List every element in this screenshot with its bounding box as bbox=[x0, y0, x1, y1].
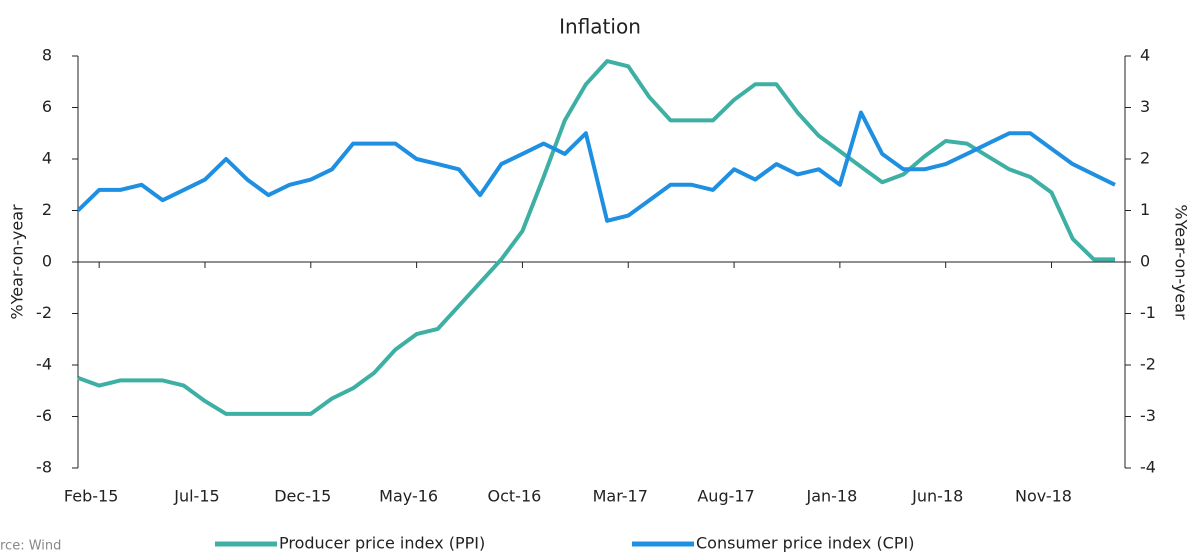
y-axis-label: %Year-on-year bbox=[8, 204, 27, 320]
x-tick-label: Oct-16 bbox=[488, 487, 542, 506]
legend-label: Producer price index (PPI) bbox=[279, 534, 485, 553]
series-line bbox=[76, 110, 1116, 223]
y-tick-label: 4 bbox=[42, 149, 52, 168]
y-tick-label: -6 bbox=[36, 406, 52, 425]
y-tick-label: 0 bbox=[42, 252, 52, 271]
y-tick-label: 2 bbox=[42, 200, 52, 219]
y2-axis-label: %Year-on-year bbox=[1172, 204, 1191, 320]
y2-tick-label: 1 bbox=[1140, 200, 1150, 219]
x-tick-label: Nov-18 bbox=[1015, 487, 1072, 506]
x-tick-label: Jan-18 bbox=[805, 487, 857, 506]
y2-tick-label: -3 bbox=[1140, 406, 1156, 425]
x-tick-label: Feb-15 bbox=[64, 487, 118, 506]
y2-tick-label: -2 bbox=[1140, 355, 1156, 374]
x-tick-label: Aug-17 bbox=[697, 487, 754, 506]
x-tick-label: Dec-15 bbox=[274, 487, 331, 506]
y-tick-label: 6 bbox=[42, 97, 52, 116]
y2-tick-label: -4 bbox=[1140, 458, 1156, 477]
y2-tick-label: 2 bbox=[1140, 149, 1150, 168]
x-tick-label: Jun-18 bbox=[911, 487, 963, 506]
y2-tick-label: 4 bbox=[1140, 46, 1150, 65]
legend-label: Consumer price index (CPI) bbox=[696, 534, 914, 553]
series-line bbox=[77, 59, 1115, 416]
y-tick-label: -2 bbox=[36, 303, 52, 322]
y2-tick-label: 0 bbox=[1140, 252, 1150, 271]
chart-title: Inflation bbox=[559, 15, 641, 39]
y-tick-label: -8 bbox=[36, 458, 52, 477]
x-tick-label: May-16 bbox=[379, 487, 438, 506]
y-tick-label: -4 bbox=[36, 355, 52, 374]
y2-tick-label: 3 bbox=[1140, 97, 1150, 116]
y-tick-label: 8 bbox=[42, 46, 52, 65]
x-tick-label: Jul-15 bbox=[173, 487, 219, 506]
x-tick-label: Mar-17 bbox=[593, 487, 648, 506]
source-note: rce: Wind bbox=[0, 539, 61, 554]
y2-tick-label: -1 bbox=[1140, 303, 1156, 322]
